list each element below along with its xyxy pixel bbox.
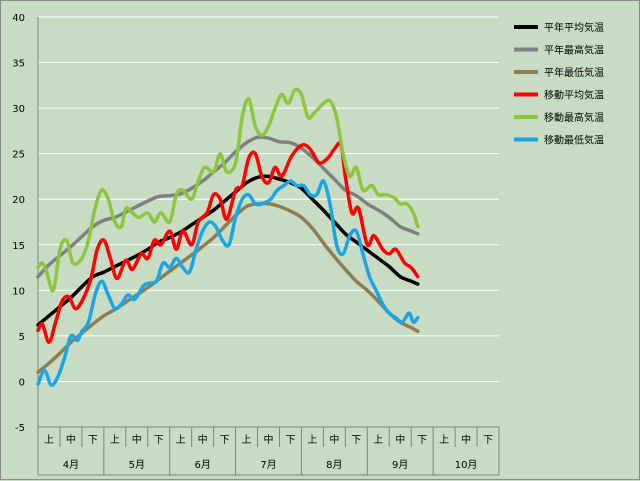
period-label: 中 (198, 433, 208, 446)
legend-label: 移動最低気温 (544, 134, 604, 147)
period-label: 中 (132, 433, 142, 446)
period-label: 下 (88, 435, 98, 446)
legend-label: 平年平均気温 (544, 21, 604, 34)
legend-label: 平年最低気温 (544, 66, 604, 79)
month-label: 7月 (260, 459, 276, 471)
x-axis: 上中下4月上中下5月上中下6月上中下7月上中下8月上中下9月上中下10月 (37, 17, 500, 476)
month-label: 10月 (455, 459, 478, 471)
y-tick-label: 15 (12, 241, 25, 252)
period-label: 中 (395, 433, 405, 446)
period-label: 上 (307, 434, 317, 446)
period-label: 中 (329, 433, 339, 446)
legend-label: 平年最高気温 (544, 44, 604, 57)
month-label: 4月 (63, 459, 79, 471)
y-tick-label: 10 (12, 286, 25, 297)
month-label: 8月 (326, 459, 342, 471)
period-label: 上 (439, 434, 449, 446)
month-label: 9月 (392, 459, 408, 471)
period-label: 下 (351, 435, 361, 446)
y-tick-label: 20 (12, 195, 25, 206)
legend-label: 移動最高気温 (544, 111, 604, 124)
y-tick-label: 5 (19, 332, 25, 343)
series-line-1 (36, 174, 420, 327)
period-label: 下 (154, 435, 164, 446)
period-label: 下 (285, 435, 295, 446)
legend-label: 移動平均気温 (544, 89, 604, 102)
period-label: 下 (483, 435, 493, 446)
series-line-3 (36, 201, 420, 375)
period-label: 下 (417, 435, 427, 446)
series-line-2 (36, 135, 420, 279)
y-tick-label: 0 (19, 377, 25, 388)
series-line-4 (36, 141, 420, 345)
month-label: 5月 (129, 459, 145, 471)
y-tick-label: 35 (12, 59, 25, 70)
period-label: 中 (66, 433, 76, 446)
plot-area (38, 17, 499, 427)
period-label: 上 (242, 434, 252, 446)
period-label: 上 (176, 434, 186, 446)
y-axis-ticks: -5 0 5 10 15 20 25 30 35 40 (12, 13, 25, 434)
series-lines (36, 87, 420, 387)
period-label: 下 (220, 435, 230, 446)
period-label: 上 (373, 434, 383, 446)
y-tick-label: -5 (15, 423, 25, 434)
period-label: 中 (264, 433, 274, 446)
period-label: 中 (461, 433, 471, 446)
period-label: 上 (110, 434, 120, 446)
y-tick-label: 30 (12, 104, 25, 115)
series-line-6 (36, 179, 420, 387)
y-tick-label: 25 (12, 150, 25, 161)
series-line-5 (36, 87, 420, 293)
y-tick-label: 40 (12, 13, 25, 24)
month-label: 6月 (194, 459, 210, 471)
period-label: 上 (44, 434, 54, 446)
